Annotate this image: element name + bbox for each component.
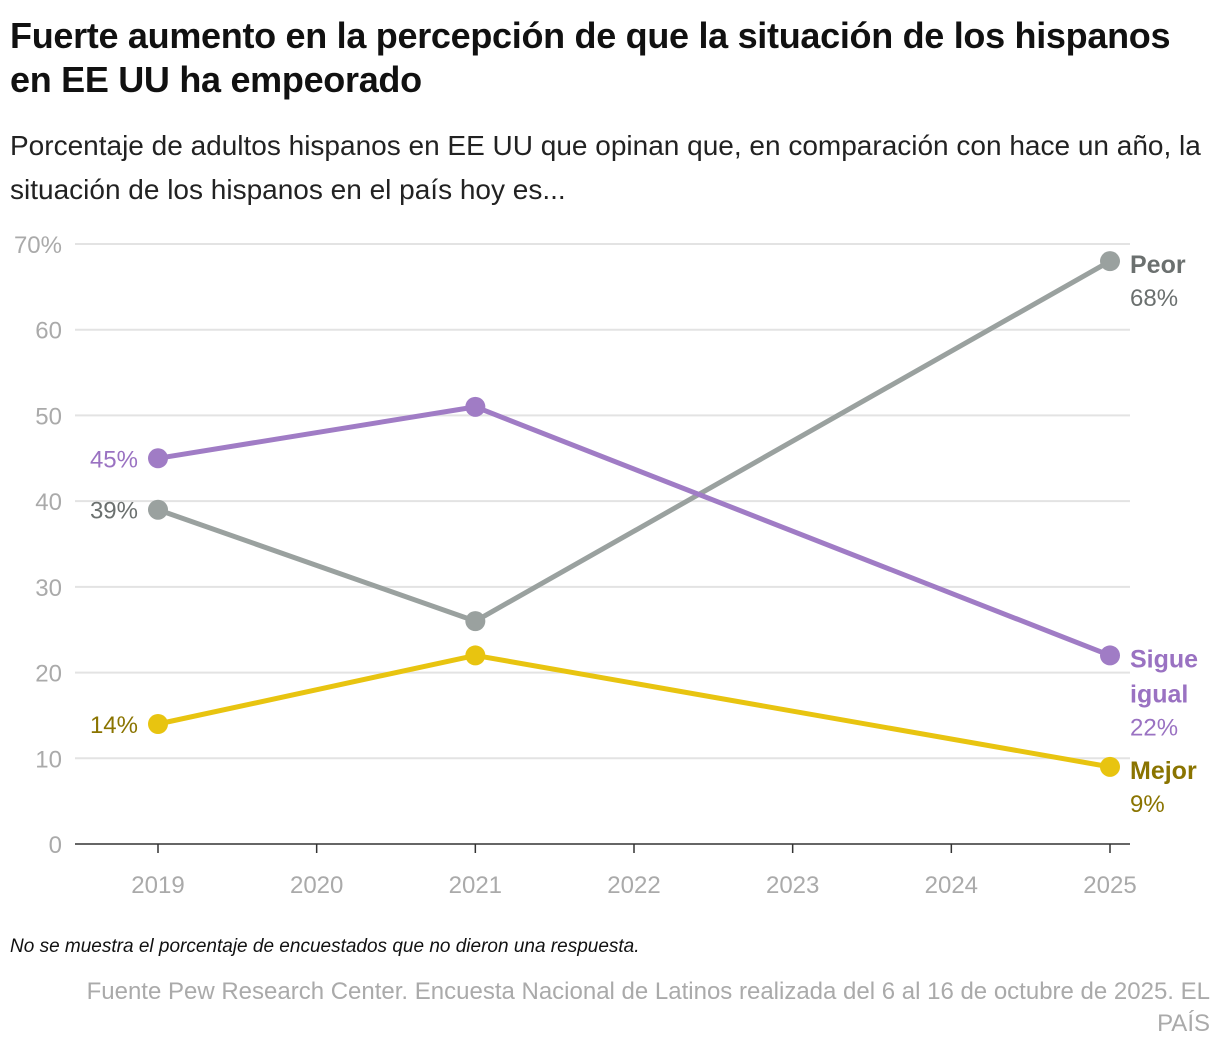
x-tick-label: 2019 <box>131 872 184 899</box>
y-tick-label: 30 <box>35 575 62 602</box>
start-value-label: 14% <box>90 712 138 739</box>
y-tick-label: 70% <box>14 232 62 259</box>
end-value-label: 22% <box>1130 714 1178 741</box>
x-tick-label: 2025 <box>1083 872 1136 899</box>
chart-subtitle: Porcentaje de adultos hispanos en EE UU … <box>10 130 1201 205</box>
y-tick-label: 10 <box>35 746 62 773</box>
y-tick-label: 20 <box>35 661 62 688</box>
data-point <box>1100 645 1120 666</box>
y-tick-label: 50 <box>35 403 62 430</box>
start-value-label: 45% <box>90 446 138 473</box>
y-tick-label: 40 <box>35 489 62 516</box>
data-point <box>148 714 168 734</box>
data-point <box>1100 251 1120 272</box>
x-tick-label: 2024 <box>925 872 978 899</box>
y-tick-label: 0 <box>49 832 62 859</box>
footnote: No se muestra el porcentaje de encuestad… <box>10 936 640 957</box>
chart-title: Fuerte aumento en la percepción de que l… <box>10 15 1171 100</box>
data-point <box>465 396 486 417</box>
x-tick-label: 2020 <box>290 872 343 899</box>
series-name-label: igual <box>1130 680 1188 708</box>
x-tick-label: 2022 <box>607 872 660 899</box>
series-line-peor <box>157 258 1112 624</box>
series-name-label: Peor <box>1130 251 1186 279</box>
data-point <box>465 645 486 666</box>
data-point <box>148 499 168 520</box>
series-name-label: Mejor <box>1130 757 1197 785</box>
x-tick-label: 2021 <box>449 872 502 899</box>
data-point <box>148 448 168 469</box>
y-tick-label: 60 <box>35 318 62 345</box>
data-point <box>465 611 486 632</box>
x-tick-label: 2023 <box>766 872 819 899</box>
series-name-label: Sigue <box>1130 645 1198 673</box>
data-point <box>1100 756 1120 777</box>
end-value-label: 9% <box>1130 791 1165 818</box>
source-credit: Fuente Pew Research Center. Encuesta Nac… <box>86 978 1210 1037</box>
end-value-label: 68% <box>1130 285 1178 312</box>
start-value-label: 39% <box>90 498 138 525</box>
